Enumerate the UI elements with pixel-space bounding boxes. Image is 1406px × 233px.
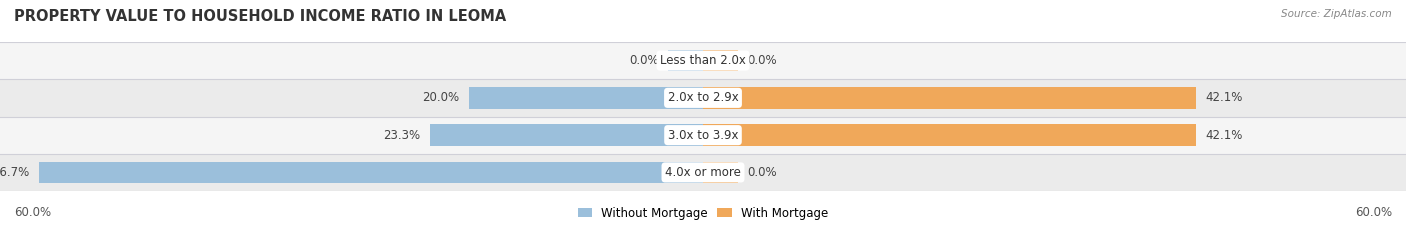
Bar — [430, 124, 703, 146]
Text: 2.0x to 2.9x: 2.0x to 2.9x — [668, 91, 738, 104]
Bar — [0, 154, 1406, 191]
Bar — [38, 162, 703, 183]
Bar — [0, 116, 1406, 154]
Bar — [703, 50, 738, 71]
Bar — [468, 87, 703, 109]
Text: 0.0%: 0.0% — [748, 54, 778, 67]
Text: 20.0%: 20.0% — [422, 91, 460, 104]
Text: 42.1%: 42.1% — [1206, 129, 1243, 142]
Bar — [668, 50, 703, 71]
Text: 60.0%: 60.0% — [1355, 206, 1392, 219]
Bar — [703, 87, 1197, 109]
Bar — [0, 42, 1406, 79]
Text: 60.0%: 60.0% — [14, 206, 51, 219]
Text: 0.0%: 0.0% — [748, 166, 778, 179]
Legend: Without Mortgage, With Mortgage: Without Mortgage, With Mortgage — [574, 202, 832, 225]
Text: Less than 2.0x: Less than 2.0x — [659, 54, 747, 67]
Text: 56.7%: 56.7% — [0, 166, 30, 179]
Bar — [0, 79, 1406, 116]
Text: 23.3%: 23.3% — [384, 129, 420, 142]
Text: 0.0%: 0.0% — [628, 54, 658, 67]
Text: 4.0x or more: 4.0x or more — [665, 166, 741, 179]
Bar — [703, 162, 738, 183]
Text: 3.0x to 3.9x: 3.0x to 3.9x — [668, 129, 738, 142]
Text: Source: ZipAtlas.com: Source: ZipAtlas.com — [1281, 9, 1392, 19]
Text: 42.1%: 42.1% — [1206, 91, 1243, 104]
Bar — [703, 124, 1197, 146]
Text: PROPERTY VALUE TO HOUSEHOLD INCOME RATIO IN LEOMA: PROPERTY VALUE TO HOUSEHOLD INCOME RATIO… — [14, 9, 506, 24]
